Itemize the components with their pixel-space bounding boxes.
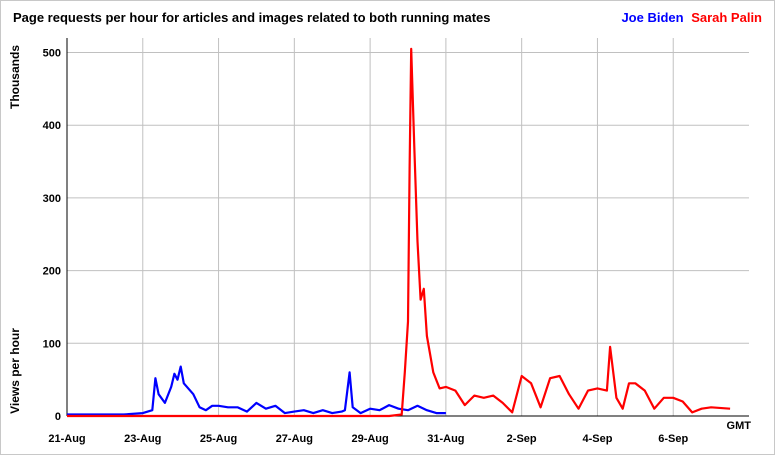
x-tick-label: 27-Aug <box>276 433 313 445</box>
legend: Joe Biden Sarah Palin <box>617 10 762 25</box>
x-tick-label: 23-Aug <box>124 433 161 445</box>
x-tick-label: 2-Sep <box>507 433 537 445</box>
y-tick-label: 400 <box>43 120 61 132</box>
x-tick-label: 4-Sep <box>582 433 612 445</box>
x-tick-label: 31-Aug <box>427 433 464 445</box>
y-tick-label: 300 <box>43 193 61 205</box>
series-line-biden <box>67 365 446 416</box>
y-tick-label: 0 <box>55 411 61 423</box>
x-tick-label: 6-Sep <box>658 433 688 445</box>
chart-title: Page requests per hour for articles and … <box>13 10 491 25</box>
legend-item-palin: Sarah Palin <box>691 10 762 25</box>
y-tick-label: 200 <box>43 266 61 278</box>
x-tick-label: 29-Aug <box>351 433 388 445</box>
y-tick-label: 500 <box>43 48 61 60</box>
x-axis-unit-label: GMT <box>727 420 752 432</box>
series-line-palin <box>67 47 731 418</box>
x-tick-label: 21-Aug <box>48 433 85 445</box>
x-tick-label: 25-Aug <box>200 433 237 445</box>
y-tick-label: 100 <box>43 338 61 350</box>
legend-item-biden: Joe Biden <box>621 10 684 25</box>
